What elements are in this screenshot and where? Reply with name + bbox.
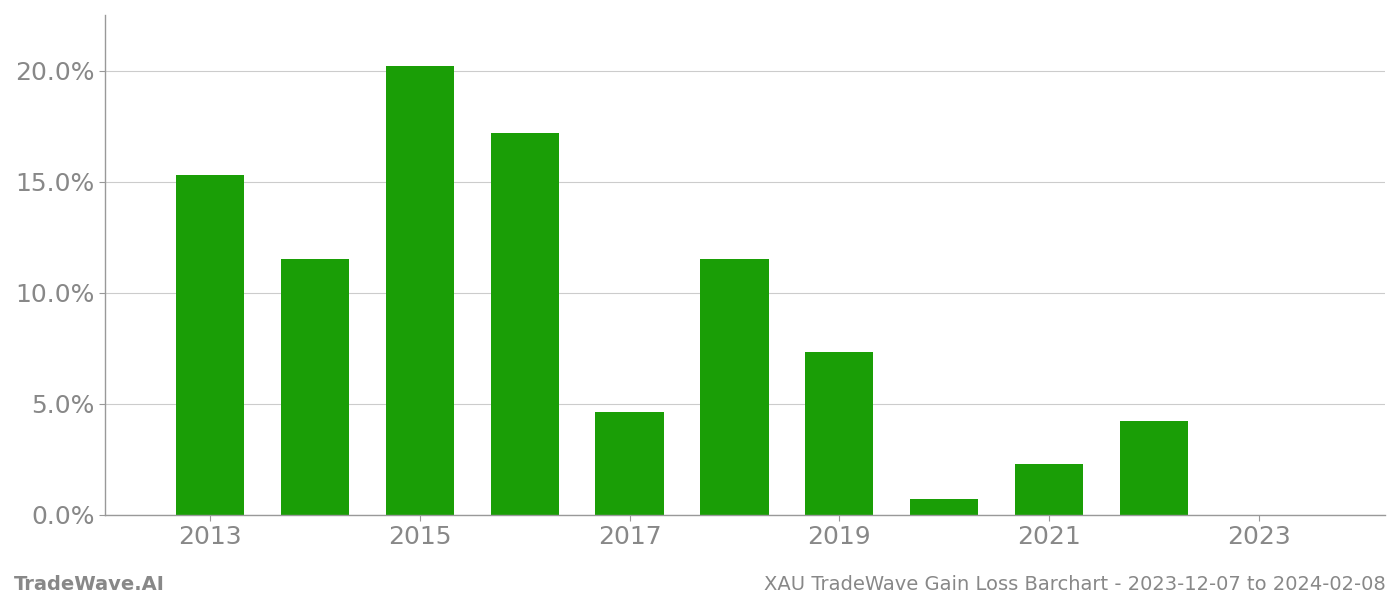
Bar	[595, 412, 664, 515]
Bar	[280, 259, 349, 515]
Bar	[1015, 464, 1084, 515]
Bar	[910, 499, 979, 515]
Text: XAU TradeWave Gain Loss Barchart - 2023-12-07 to 2024-02-08: XAU TradeWave Gain Loss Barchart - 2023-…	[764, 575, 1386, 594]
Bar	[490, 133, 559, 515]
Bar	[385, 66, 454, 515]
Bar	[805, 352, 874, 515]
Bar	[700, 259, 769, 515]
Text: TradeWave.AI: TradeWave.AI	[14, 575, 165, 594]
Bar	[176, 175, 244, 515]
Bar	[1120, 421, 1189, 515]
